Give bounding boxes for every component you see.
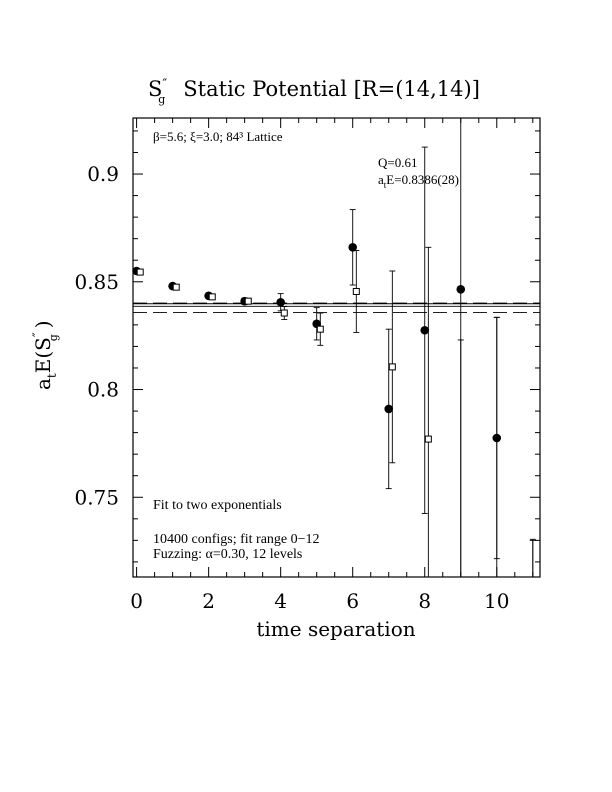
- plot-frame: [132, 117, 541, 578]
- open-square-point: [244, 297, 252, 305]
- open-square-point: [424, 435, 432, 443]
- x-tick-label: 6: [346, 589, 359, 613]
- y-tick-label: 0.9: [87, 162, 119, 186]
- y-tick-label: 0.75: [74, 485, 119, 509]
- x-tick-label: 4: [274, 589, 287, 613]
- filled-circle-point: [384, 404, 394, 414]
- fuzzing-annotation: Fuzzing: α=0.30, 12 levels: [153, 547, 302, 562]
- energy-annotation: atE=0.8386(28): [378, 172, 459, 190]
- open-square-point: [280, 309, 288, 317]
- x-tick-label: 10: [484, 589, 509, 613]
- x-tick-label: 8: [418, 589, 431, 613]
- configs-annotation: 10400 configs; fit range 0−12: [153, 532, 320, 547]
- filled-circle-point: [348, 242, 358, 252]
- x-tick-label: 2: [202, 589, 215, 613]
- lattice-annotation: β=5.6; ξ=3.0; 84³ Lattice: [153, 129, 283, 144]
- y-tick-label: 0.85: [74, 270, 119, 294]
- filled-circle-point: [456, 285, 466, 294]
- open-square-point: [316, 325, 324, 333]
- y-tick-label: 0.8: [87, 378, 119, 402]
- filled-circle-point: [420, 325, 430, 335]
- open-square-point: [208, 293, 216, 301]
- x-tick-label: 0: [130, 589, 143, 613]
- filled-circle-point: [492, 433, 502, 443]
- open-square-point: [172, 283, 180, 291]
- q-annotation: Q=0.61: [378, 155, 417, 170]
- fit-annotation: Fit to two exponentials: [153, 498, 282, 513]
- chart-title: S″ g Static Potential [R=(14,14)]: [148, 77, 480, 106]
- x-axis-label: time separation: [256, 617, 415, 641]
- open-square-point: [352, 287, 360, 295]
- open-square-point: [136, 268, 144, 276]
- filled-circle-point: [276, 297, 285, 307]
- open-square-point: [388, 363, 396, 371]
- y-axis-label: atE(S″g): [31, 320, 60, 390]
